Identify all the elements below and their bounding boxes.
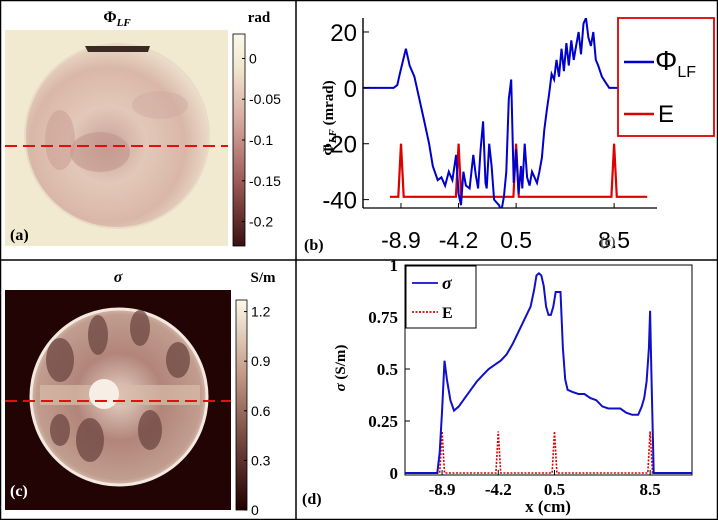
panel-b-ylabel: ΦLF (mrad) xyxy=(321,80,339,155)
panel-b-phi-line xyxy=(363,18,657,208)
panel-b-xtick-label: -4.2 xyxy=(439,227,479,253)
panel-a-label: (a) xyxy=(10,227,29,244)
panel-b-axes xyxy=(362,18,657,209)
panel-d-sigma-line xyxy=(405,271,692,474)
panel-d-yticks: 1 0.75 0.5 0.25 0 xyxy=(368,256,410,483)
colorbar-tick-label: 0 xyxy=(249,50,257,66)
panel-b-ytick-label: -20 xyxy=(322,132,357,159)
panel-a-inclusion-top xyxy=(132,91,188,119)
panel-d-xtick-label: 0.5 xyxy=(544,480,565,499)
panel-d-ytick-label: 0.5 xyxy=(377,360,398,379)
panel-b-label: (b) xyxy=(304,237,324,254)
panel-b-overlap-text: (c) xyxy=(600,235,616,250)
panel-c-colorbar-ticks: 1.2 0.9 0.6 0.3 0 xyxy=(244,304,271,518)
colorbar-tick-label: -0.05 xyxy=(249,91,281,107)
colorbar-tick-label: 0.6 xyxy=(251,403,271,419)
panel-a-inclusion xyxy=(70,132,130,172)
panel-d-xtick-label: 8.5 xyxy=(640,480,661,499)
colorbar-tick-label: 0.3 xyxy=(251,452,271,468)
panel-c: σ S/m 1.2 0.9 0.6 0.3 0 (c) xyxy=(5,269,276,518)
panel-d-legend-e: E xyxy=(442,305,453,322)
colorbar-tick-label: 0.9 xyxy=(251,353,271,369)
panel-d-ytick-label: 0.25 xyxy=(368,412,398,431)
panel-b-ytick-label: -40 xyxy=(322,188,357,215)
panel-b-xtick-label: 0.5 xyxy=(500,227,532,253)
panel-b-xticks: -8.9 -4.2 0.5 8.5 xyxy=(381,203,630,253)
panel-d-ytick-label: 0 xyxy=(390,464,399,483)
panel-c-unit: S/m xyxy=(250,270,276,286)
panel-d-xtick-label: -4.2 xyxy=(485,480,512,499)
panel-b-e-line xyxy=(389,143,648,198)
panel-a: ΦLF rad 0 -0.05 -0.1 -0.15 -0.2 (a) xyxy=(5,9,281,247)
colorbar-tick-label: 0 xyxy=(251,502,259,518)
panel-b-yticks: 20 0 -20 -40 xyxy=(322,20,369,215)
panel-c-label: (c) xyxy=(10,483,28,500)
panel-d-legend-sigma: σ xyxy=(442,273,453,293)
panel-d-ylabel: σ (S/m) xyxy=(333,345,349,392)
panel-a-top-cut xyxy=(85,46,150,52)
panel-d-e-line xyxy=(405,431,692,474)
panel-b-ytick-label: 20 xyxy=(330,20,357,47)
panel-b-xtick-label: -8.9 xyxy=(381,227,421,253)
panel-c-center-inclusion xyxy=(89,379,119,409)
panel-c-colorbar xyxy=(235,299,248,511)
colorbar-tick-label: -0.1 xyxy=(249,132,273,148)
panel-d-xtick-label: -8.9 xyxy=(429,480,456,499)
panel-d-ytick-label: 1 xyxy=(390,256,399,275)
panel-a-unit: rad xyxy=(248,10,271,26)
panel-c-inclusions xyxy=(46,310,190,462)
colorbar-tick-label: -0.15 xyxy=(249,173,281,189)
panel-d-label: (d) xyxy=(302,491,322,508)
panel-a-title: ΦLF xyxy=(103,9,131,29)
colorbar-tick-label: 1.2 xyxy=(251,304,271,320)
panel-b: ΦLF (mrad) 200-20-40 -8.9 -4.2 0.5 8.5 ΦLF … xyxy=(304,17,715,254)
panel-b-legend-phi: ΦLF xyxy=(655,45,696,81)
panel-a-colorbar-ticks: 0 -0.05 -0.1 -0.15 -0.2 xyxy=(242,50,281,230)
panel-b-xtick-label: 8.5 xyxy=(598,227,630,253)
panel-d: σ (S/m) 1 0.75 0.5 0.25 0 -8.9 -4.2 0.5 8.5 σ E… xyxy=(302,256,693,516)
panel-b-ytick-label: 0 xyxy=(344,76,357,103)
panel-b-legend xyxy=(617,17,715,137)
colorbar-tick-label: -0.2 xyxy=(249,214,273,230)
panel-d-legend xyxy=(405,265,477,329)
panel-d-ytick-label: 0.75 xyxy=(368,308,398,327)
panel-d-xlabel: x (cm) xyxy=(525,497,571,516)
panel-b-legend-e: E xyxy=(658,101,674,128)
panel-a-inclusion-left xyxy=(45,110,75,170)
panel-d-xticks: -8.9 -4.2 0.5 8.5 xyxy=(429,470,661,499)
panel-d-plot-frame xyxy=(404,264,693,476)
panel-c-title: σ xyxy=(114,269,123,286)
